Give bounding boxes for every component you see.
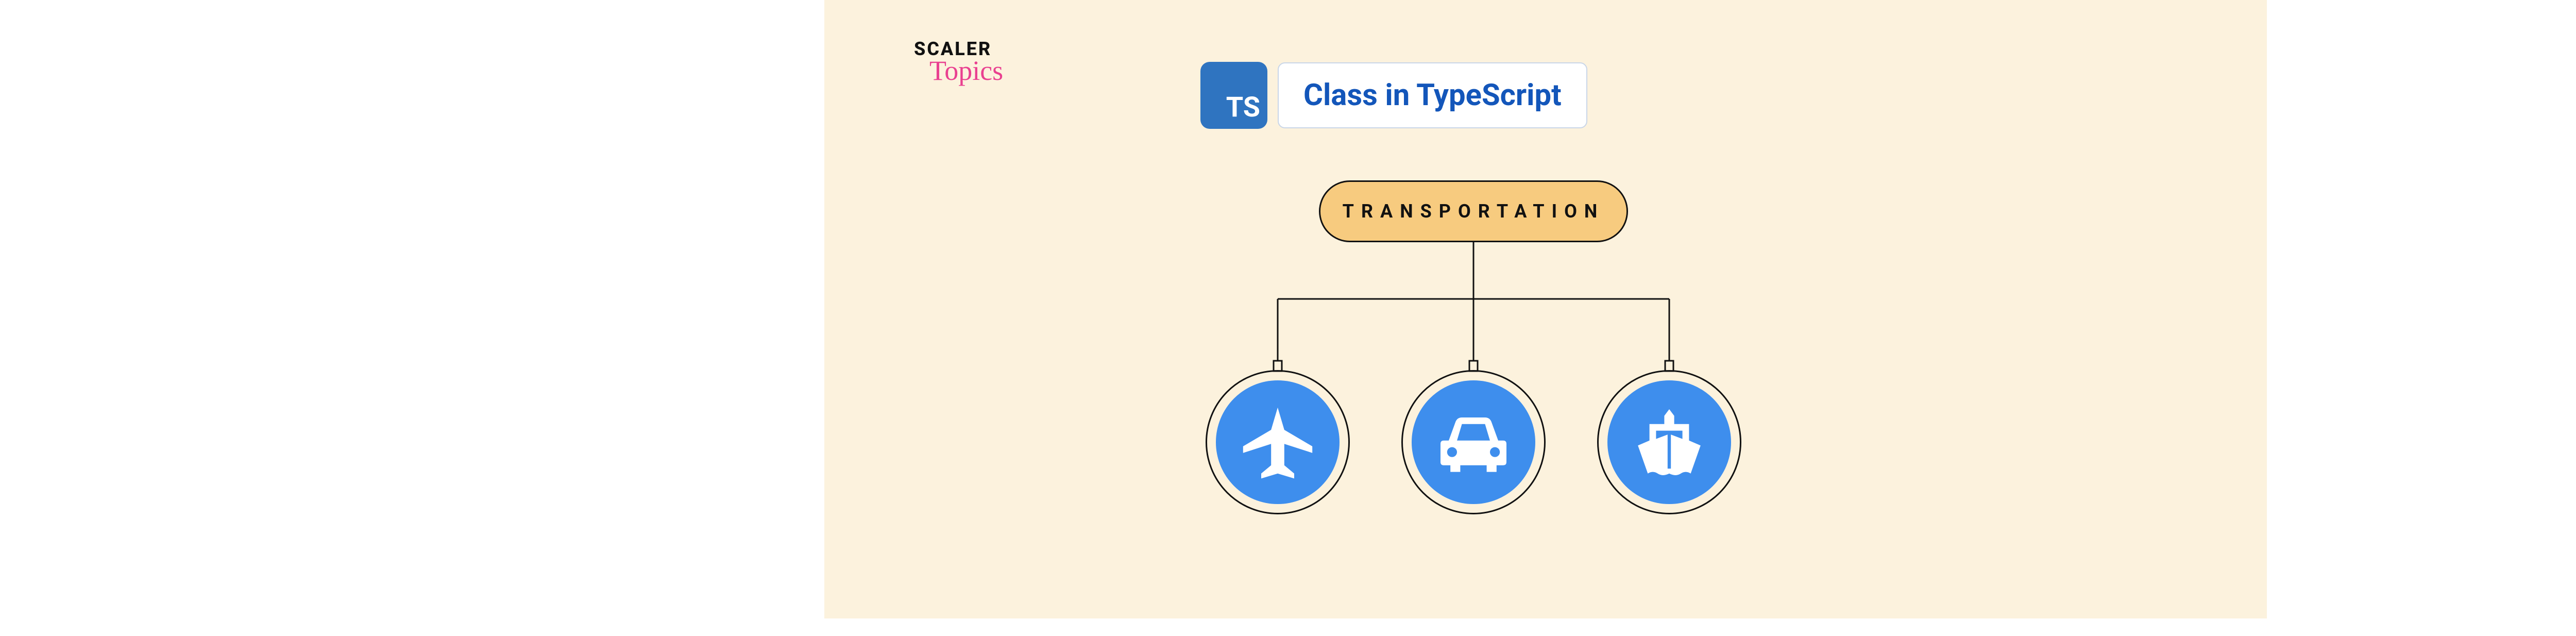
node-airplane bbox=[1206, 370, 1350, 514]
node-circle bbox=[1412, 380, 1535, 504]
node-circle bbox=[1607, 380, 1731, 504]
header-row: TS Class in TypeScript bbox=[1200, 62, 1587, 129]
ts-badge-label: TS bbox=[1226, 91, 1260, 124]
node-ship bbox=[1597, 370, 1741, 514]
car-icon bbox=[1432, 401, 1515, 483]
typescript-badge: TS bbox=[1200, 62, 1267, 129]
ship-icon bbox=[1628, 401, 1710, 483]
page-title: Class in TypeScript bbox=[1303, 78, 1562, 113]
node-ring bbox=[1401, 370, 1546, 514]
root-node-label: TRANSPORTATION bbox=[1343, 200, 1605, 222]
airplane-icon bbox=[1236, 401, 1319, 483]
node-circle bbox=[1216, 380, 1340, 504]
title-box: Class in TypeScript bbox=[1278, 62, 1587, 128]
node-ring bbox=[1597, 370, 1741, 514]
tree-connector-lines bbox=[1247, 242, 1700, 376]
diagram-canvas: SCALER Topics TS Class in TypeScript TRA… bbox=[824, 0, 2267, 618]
scaler-logo: SCALER Topics bbox=[914, 38, 1003, 87]
node-car bbox=[1401, 370, 1546, 514]
node-ring bbox=[1206, 370, 1350, 514]
child-nodes bbox=[1206, 370, 1741, 514]
root-node-transportation: TRANSPORTATION bbox=[1319, 180, 1628, 242]
logo-text-bottom: Topics bbox=[929, 55, 1003, 87]
